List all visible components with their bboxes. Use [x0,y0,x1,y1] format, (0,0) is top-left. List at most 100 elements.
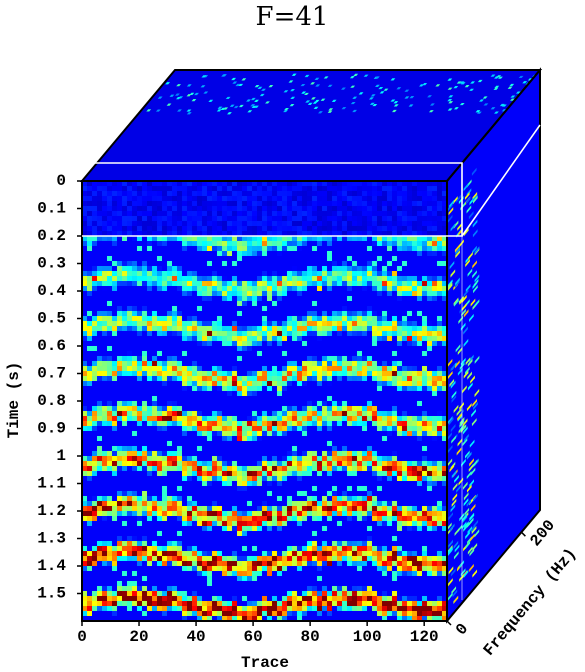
texture-cell [122,501,128,507]
texture-cell [272,346,278,352]
texture-cell [262,491,268,497]
texture-cell [272,461,278,467]
texture-cell [222,191,228,197]
texture-cell [162,416,168,422]
texture-cell [242,286,248,292]
texture-cell [337,366,343,372]
texture-cell [172,336,178,342]
texture-cell [347,236,353,242]
texture-cell [242,421,248,427]
texture-cell [287,496,293,502]
texture-cell [122,196,128,202]
texture-cell [272,291,278,297]
texture-cell [112,376,118,382]
texture-cell [412,331,418,337]
texture-cell [132,441,138,447]
texture-cell [192,271,198,277]
texture-cell [157,216,163,222]
texture-cell [317,381,323,387]
texture-cell [157,351,163,357]
texture-cell [232,306,238,312]
texture-cell [417,516,423,522]
texture-cell [217,481,223,487]
texture-cell [367,331,373,337]
texture-cell [132,421,138,427]
texture-cell [372,491,378,497]
texture-cell [292,491,298,497]
texture-cell [282,246,288,252]
texture-cell [92,356,98,362]
texture-cell [267,471,273,477]
texture-cell [87,501,93,507]
texture-cell [132,376,138,382]
texture-cell [362,256,368,262]
texture-cell [212,401,218,407]
texture-cell [222,461,228,467]
texture-cell [442,356,448,362]
texture-cell [117,191,123,197]
texture-cell [332,346,338,352]
texture-cell [257,461,263,467]
texture-cell [97,511,103,517]
texture-cell [137,491,143,497]
texture-cell [412,351,418,357]
texture-cell [387,276,393,282]
texture-cell [192,286,198,292]
texture-cell [322,291,328,297]
texture-cell [332,416,338,422]
texture-cell [227,286,233,292]
texture-cell [252,261,258,267]
texture-cell [172,446,178,452]
texture-cell [317,431,323,437]
texture-cell [337,411,343,417]
texture-cell [127,436,133,442]
texture-cell [342,321,348,327]
texture-cell [87,196,93,202]
texture-cell [242,376,248,382]
texture-cell [267,481,273,487]
texture-cell [142,456,148,462]
texture-cell [367,476,373,482]
texture-cell [397,206,403,212]
texture-cell [162,211,168,217]
texture-cell [232,481,238,487]
texture-cell [197,346,203,352]
texture-cell [172,211,178,217]
texture-cell [212,371,218,377]
texture-cell [202,201,208,207]
texture-cell [372,451,378,457]
texture-cell [407,261,413,267]
texture-cell [112,456,118,462]
texture-cell [232,266,238,272]
texture-cell [262,366,268,372]
texture-cell [377,186,383,192]
texture-cell [287,456,293,462]
texture-cell [387,426,393,432]
texture-cell [122,326,128,332]
texture-cell [292,336,298,342]
texture-cell [372,321,378,327]
texture-cell [217,286,223,292]
texture-cell [427,276,433,282]
texture-cell [102,216,108,222]
texture-cell [182,361,188,367]
texture-cell [117,216,123,222]
texture-cell [432,391,438,397]
texture-cell [207,181,213,187]
texture-cell [107,421,113,427]
texture-cell [122,236,128,242]
texture-cell [202,196,208,202]
texture-cell [397,456,403,462]
texture-cell [267,451,273,457]
texture-cell [252,246,258,252]
texture-cell [332,456,338,462]
texture-cell [142,311,148,317]
texture-cell [427,506,433,512]
texture-cell [367,246,373,252]
texture-cell [417,231,423,237]
texture-cell [242,386,248,392]
texture-cell [177,271,183,277]
texture-cell [117,361,123,367]
texture-cell [82,291,88,297]
texture-cell [262,341,268,347]
